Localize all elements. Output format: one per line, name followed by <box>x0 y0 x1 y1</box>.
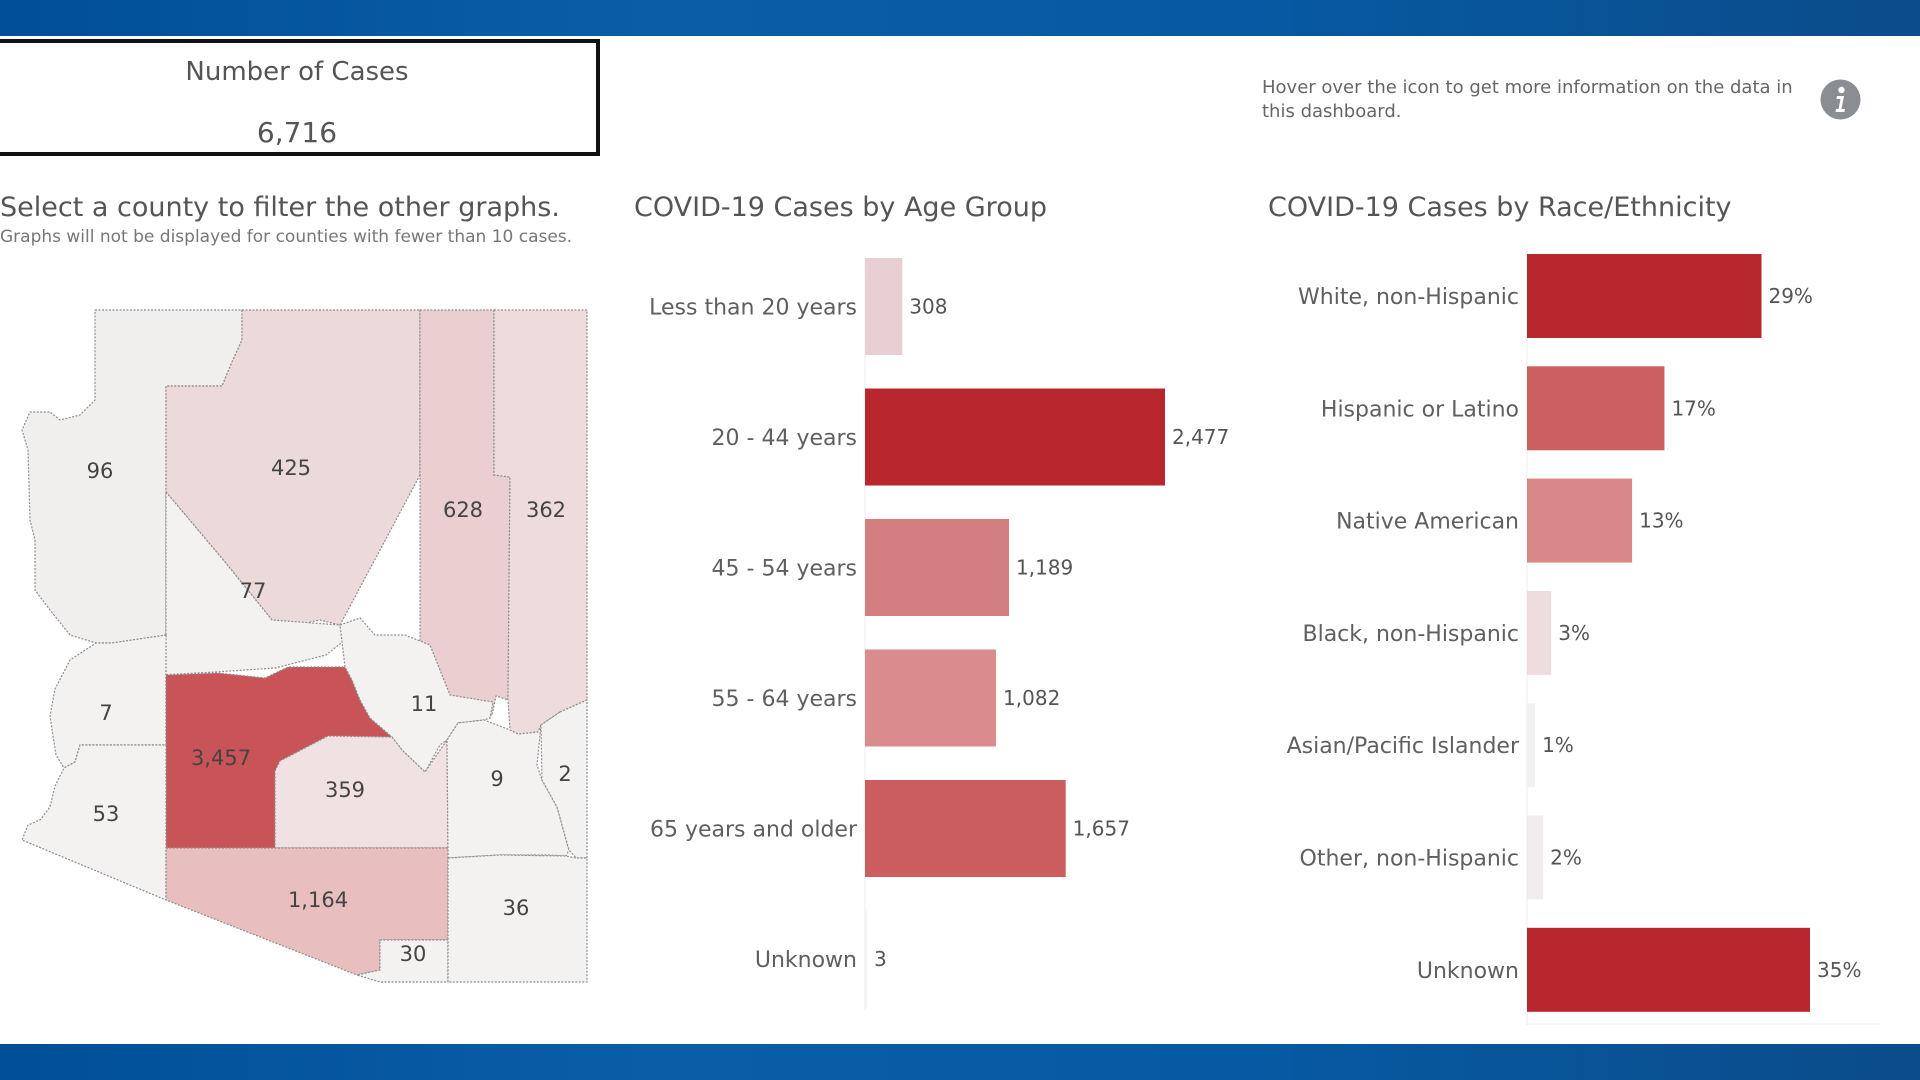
total-cases-value: 6,716 <box>256 116 338 149</box>
category-label: Asian/Pacific Islander <box>1287 734 1520 759</box>
bar-value-label: 3 <box>874 947 887 971</box>
bar-value-label: 308 <box>909 295 947 319</box>
category-label: Unknown <box>1417 959 1519 984</box>
county-value-label: 11 <box>411 692 438 716</box>
age-chart-title: COVID-19 Cases by Age Group <box>634 192 1047 223</box>
category-label: Unknown <box>755 948 857 973</box>
bar[interactable] <box>1527 590 1552 675</box>
bar-value-label: 3% <box>1558 621 1590 645</box>
map-subtitle: Graphs will not be displayed for countie… <box>0 227 573 247</box>
bar-value-label: 1,657 <box>1073 817 1130 841</box>
bar-value-label: 1,082 <box>1003 686 1060 710</box>
county-value-label: 2 <box>558 762 571 786</box>
bar[interactable] <box>1527 254 1762 338</box>
county-value-label: 1,164 <box>288 888 348 912</box>
bar[interactable] <box>865 649 997 747</box>
county-value-label: 3,457 <box>191 746 251 770</box>
bar-value-label: 29% <box>1768 284 1812 308</box>
bar[interactable] <box>865 910 867 1008</box>
bar-value-label: 1% <box>1542 733 1574 757</box>
county-value-label: 362 <box>526 498 566 522</box>
bottom-banner <box>0 1044 1920 1080</box>
category-label: Less than 20 years <box>649 296 857 321</box>
bar-value-label: 2% <box>1550 846 1582 870</box>
bar[interactable] <box>865 780 1066 877</box>
bar[interactable] <box>1527 927 1810 1012</box>
county-value-label: 30 <box>400 942 427 966</box>
info-icon[interactable] <box>1819 78 1862 121</box>
bar-value-label: 35% <box>1817 958 1861 982</box>
county-value-label: 359 <box>325 778 365 802</box>
county-value-label: 7 <box>99 701 112 725</box>
county-coconino[interactable] <box>165 309 421 636</box>
category-label: White, non-Hispanic <box>1298 285 1519 310</box>
category-label: 65 years and older <box>650 818 858 843</box>
bar[interactable] <box>865 388 1165 486</box>
age-group-bar-chart: Less than 20 years 308 20 - 44 years 2,477 4… <box>649 258 1229 1010</box>
bar[interactable] <box>1527 478 1633 563</box>
category-label: 45 - 54 years <box>712 557 857 582</box>
category-label: Hispanic or Latino <box>1321 397 1519 422</box>
total-cases-card: Number of Cases 6,716 <box>0 39 600 156</box>
county-value-label: 628 <box>443 498 483 522</box>
category-label: Native American <box>1336 510 1519 535</box>
map-title: Select a county to filter the other grap… <box>0 192 560 223</box>
race-chart-title: COVID-19 Cases by Race/Ethnicity <box>1268 192 1732 223</box>
county-la-paz[interactable] <box>49 634 167 769</box>
county-value-label: 96 <box>87 459 114 483</box>
county-cochise[interactable] <box>447 854 588 983</box>
race-ethnicity-bar-chart: White, non-Hispanic 29% Hispanic or Latino… <box>1287 250 1880 1025</box>
category-label: Other, non-Hispanic <box>1300 847 1519 872</box>
bar-value-label: 13% <box>1639 509 1683 533</box>
county-value-label: 77 <box>240 579 267 603</box>
bar-value-label: 2,477 <box>1172 425 1229 449</box>
top-banner <box>0 0 1920 36</box>
county-yuma[interactable] <box>21 744 167 901</box>
info-hint-text: Hover over the icon to get more informat… <box>1262 77 1793 122</box>
bar-value-label: 17% <box>1671 396 1715 420</box>
total-cases-label: Number of Cases <box>185 57 409 87</box>
bar-value-label: 1,189 <box>1016 556 1073 580</box>
county-value-label: 53 <box>93 802 120 826</box>
category-label: 20 - 44 years <box>712 426 857 451</box>
bar[interactable] <box>1527 815 1544 900</box>
bar[interactable] <box>1527 366 1665 451</box>
county-value-label: 9 <box>490 767 503 791</box>
bar[interactable] <box>1527 703 1536 788</box>
category-label: Black, non-Hispanic <box>1302 622 1519 647</box>
bar[interactable] <box>865 519 1010 616</box>
county-greenlee[interactable] <box>540 699 588 859</box>
county-value-label: 36 <box>503 896 530 920</box>
bar[interactable] <box>865 258 903 355</box>
county-value-label: 425 <box>271 456 311 480</box>
category-label: 55 - 64 years <box>712 687 857 712</box>
